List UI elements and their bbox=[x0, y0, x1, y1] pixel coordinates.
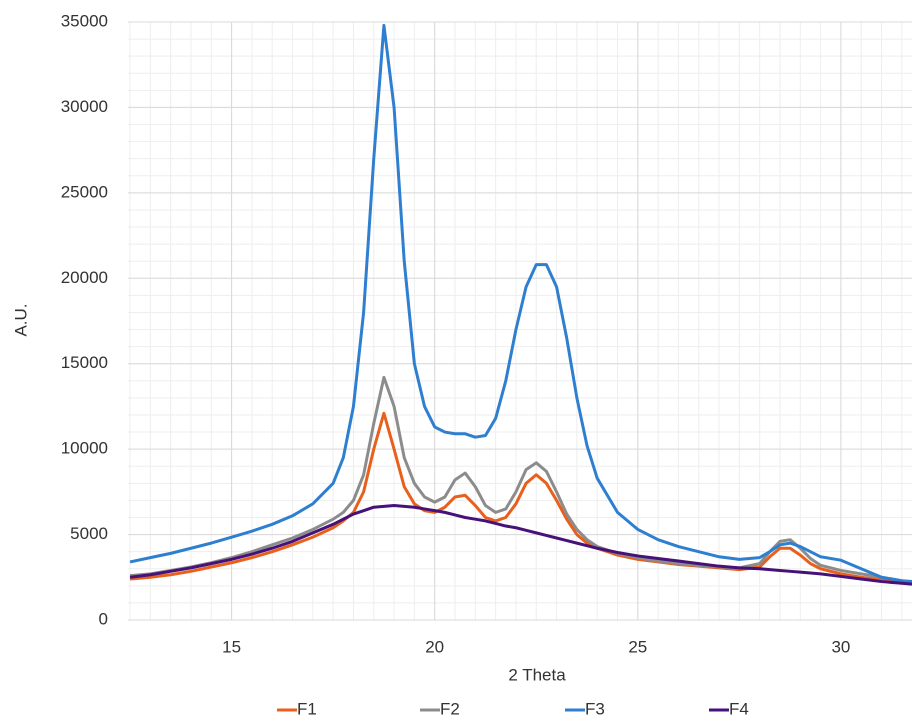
y-tick-label: 20000 bbox=[61, 268, 108, 287]
x-tick-label: 15 bbox=[222, 637, 241, 656]
major-grid bbox=[128, 21, 912, 621]
data-line bbox=[129, 411, 912, 586]
data-line bbox=[129, 504, 912, 586]
x-tick-label: 20 bbox=[425, 637, 444, 656]
y-tick-label: 25000 bbox=[61, 182, 108, 201]
y-tick-label: 35000 bbox=[61, 11, 108, 30]
y-tick-label: 10000 bbox=[61, 439, 108, 458]
legend-label: F1 bbox=[297, 699, 317, 718]
x-tick-label: 30 bbox=[831, 637, 850, 656]
y-tick-label: 5000 bbox=[70, 524, 108, 543]
x-tick-label: 25 bbox=[628, 637, 647, 656]
data-line bbox=[129, 23, 912, 584]
y-axis-title: A.U. bbox=[11, 303, 30, 336]
legend-label: F2 bbox=[440, 699, 460, 718]
plot-area bbox=[129, 23, 912, 586]
x-axis-title: 2 Theta bbox=[508, 665, 566, 684]
legend-label: F4 bbox=[729, 699, 749, 718]
legend-label: F3 bbox=[585, 699, 605, 718]
data-line bbox=[129, 375, 912, 584]
y-tick-label: 30000 bbox=[61, 97, 108, 116]
y-tick-label: 0 bbox=[99, 609, 108, 628]
y-tick-label: 15000 bbox=[61, 353, 108, 372]
